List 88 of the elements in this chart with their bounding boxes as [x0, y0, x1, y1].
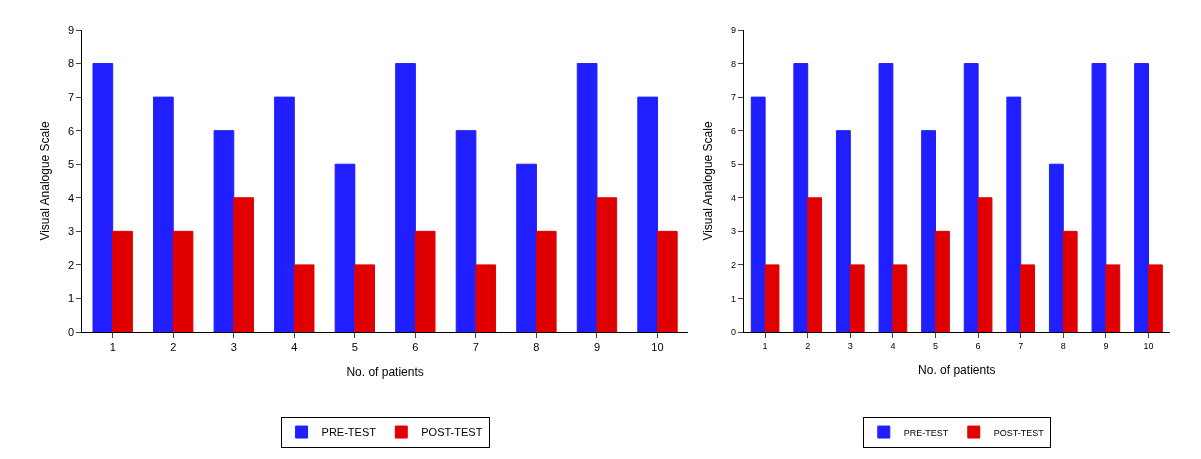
- y-tick-label: 1: [68, 292, 75, 305]
- bar: [455, 130, 477, 332]
- y-tick-label: 9: [730, 25, 737, 36]
- bar: [414, 230, 436, 332]
- x-tick-label: 4: [291, 341, 298, 354]
- bar: [1091, 63, 1107, 332]
- bar: [935, 230, 950, 332]
- legend-label: POST-TEST: [421, 426, 483, 439]
- bar: [213, 130, 235, 332]
- x-tick-label: 6: [412, 341, 419, 354]
- bar: [172, 230, 194, 332]
- bar: [1006, 96, 1022, 332]
- bar: [1105, 264, 1121, 332]
- bar: [835, 130, 851, 332]
- y-tick-label: 4: [730, 192, 737, 203]
- y-axis-title: Visual Analogue Scale: [38, 121, 53, 241]
- x-axis-title: No. of patients: [346, 365, 424, 380]
- y-tick-label: 7: [68, 90, 75, 103]
- x-tick-label: 9: [1103, 340, 1109, 351]
- x-tick-label: 10: [651, 341, 664, 354]
- bar: [878, 63, 894, 332]
- bar: [1048, 163, 1064, 332]
- x-tick-label: 3: [230, 341, 237, 354]
- y-tick-label: 5: [68, 158, 75, 171]
- bar: [977, 197, 993, 332]
- x-tick-label: 1: [109, 341, 116, 354]
- bar: [354, 264, 375, 332]
- bar: [750, 96, 766, 332]
- y-tick-label: 0: [730, 327, 737, 338]
- x-tick-label: 5: [932, 340, 939, 351]
- bar: [535, 230, 557, 332]
- bar: [807, 197, 823, 332]
- bar: [764, 264, 780, 332]
- y-tick-label: 1: [730, 293, 737, 304]
- bar: [656, 230, 678, 332]
- x-tick-label: 8: [533, 341, 540, 354]
- bar: [596, 197, 618, 332]
- x-tick-label: 7: [1018, 340, 1024, 351]
- x-tick-label: 1: [762, 340, 768, 351]
- y-tick-label: 3: [730, 226, 737, 237]
- y-tick-label: 2: [68, 258, 75, 271]
- bar: [793, 63, 809, 332]
- bar: [153, 96, 174, 332]
- x-tick-label: 8: [1060, 340, 1066, 351]
- bar: [516, 163, 537, 332]
- y-axis-title: Visual Analogue Scale: [701, 121, 716, 241]
- x-tick-label: 9: [593, 341, 601, 354]
- y-tick-label: 7: [730, 92, 737, 103]
- legend-label: POST-TEST: [993, 427, 1045, 438]
- y-tick-label: 2: [730, 260, 737, 271]
- bar: [395, 63, 416, 332]
- bar: [963, 63, 979, 332]
- y-tick-label: 4: [68, 191, 75, 204]
- bar: [1062, 230, 1078, 332]
- y-tick-label: 6: [68, 124, 75, 137]
- x-tick-label: 10: [1143, 340, 1154, 351]
- bar: [1020, 264, 1036, 332]
- x-tick-label: 5: [351, 341, 358, 354]
- x-tick-label: 2: [170, 341, 177, 354]
- x-tick-label: 7: [472, 341, 479, 354]
- bar: [233, 197, 254, 332]
- bar: [475, 264, 497, 332]
- y-tick-label: 8: [68, 57, 75, 70]
- x-tick-label: 3: [847, 340, 853, 351]
- x-tick-label: 6: [975, 340, 981, 351]
- bar: [892, 264, 908, 332]
- y-tick-label: 8: [730, 58, 737, 69]
- legend-label: PRE-TEST: [321, 426, 377, 439]
- x-tick-label: 2: [805, 340, 811, 351]
- bar: [576, 63, 598, 332]
- bar: [92, 63, 114, 332]
- bar: [334, 163, 356, 332]
- bar: [112, 230, 133, 332]
- x-axis-title: No. of patients: [918, 362, 996, 377]
- y-tick-label: 9: [68, 23, 75, 36]
- legend-label: PRE-TEST: [903, 427, 949, 438]
- y-tick-label: 3: [68, 225, 75, 238]
- y-tick-label: 6: [730, 125, 737, 136]
- y-tick-label: 5: [730, 159, 737, 170]
- bar: [849, 264, 865, 332]
- bar: [274, 96, 295, 332]
- y-tick-label: 0: [68, 325, 75, 338]
- x-tick-label: 4: [890, 340, 896, 351]
- bar: [1147, 264, 1163, 332]
- bar: [637, 96, 658, 332]
- bar: [293, 264, 315, 332]
- bar: [921, 130, 936, 332]
- bar: [1134, 63, 1149, 332]
